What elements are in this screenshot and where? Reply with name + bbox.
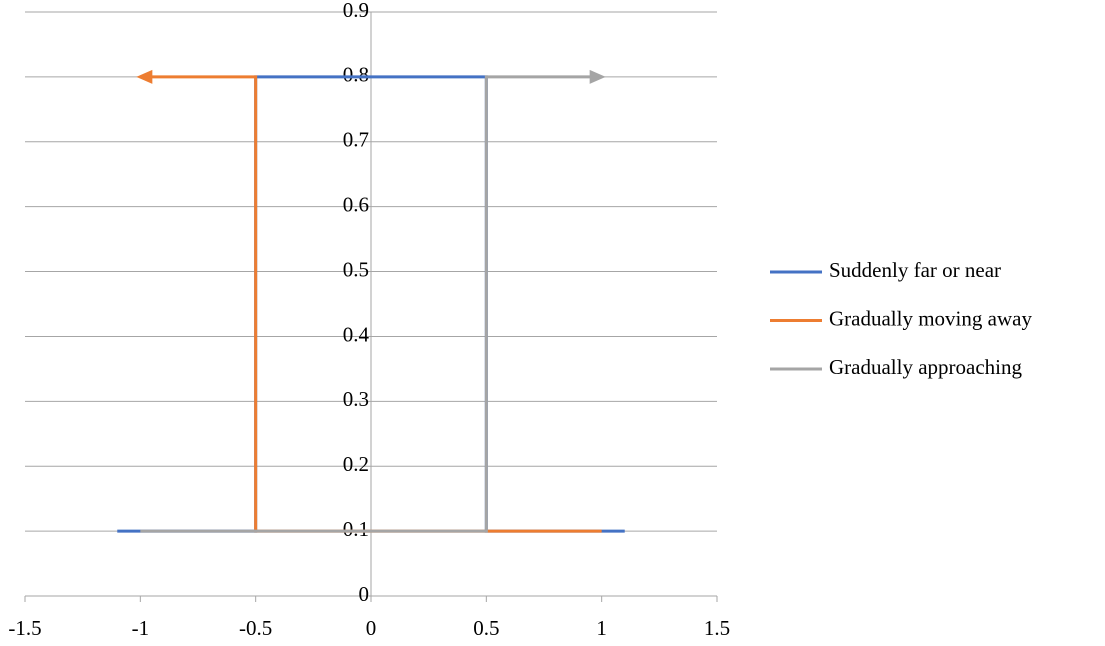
legend-label: Suddenly far or near <box>829 258 1001 282</box>
x-tick-label: 0.5 <box>473 616 499 640</box>
y-tick-label: 0.9 <box>343 0 369 22</box>
x-tick-label: 0 <box>366 616 377 640</box>
y-tick-label: 0.5 <box>343 257 369 281</box>
y-tick-label: 0.3 <box>343 387 369 411</box>
y-tick-label: 0.2 <box>343 452 369 476</box>
x-tick-label: -1 <box>132 616 150 640</box>
y-tick-label: 0 <box>359 582 370 606</box>
y-tick-label: 0.8 <box>343 63 369 87</box>
y-tick-label: 0.6 <box>343 192 369 216</box>
arrow-head <box>136 69 153 84</box>
arrow-head <box>589 69 606 84</box>
x-tick-label: 1 <box>596 616 607 640</box>
x-tick-label: -1.5 <box>8 616 41 640</box>
x-tick-label: 1.5 <box>704 616 730 640</box>
series-line <box>140 75 602 533</box>
y-tick-label: 0.7 <box>343 128 369 152</box>
legend-label: Gradually approaching <box>829 355 1023 379</box>
y-tick-label: 0.1 <box>343 517 369 541</box>
x-tick-label: -0.5 <box>239 616 272 640</box>
y-tick-label: 0.4 <box>343 322 370 346</box>
legend-label: Gradually moving away <box>829 306 1032 330</box>
